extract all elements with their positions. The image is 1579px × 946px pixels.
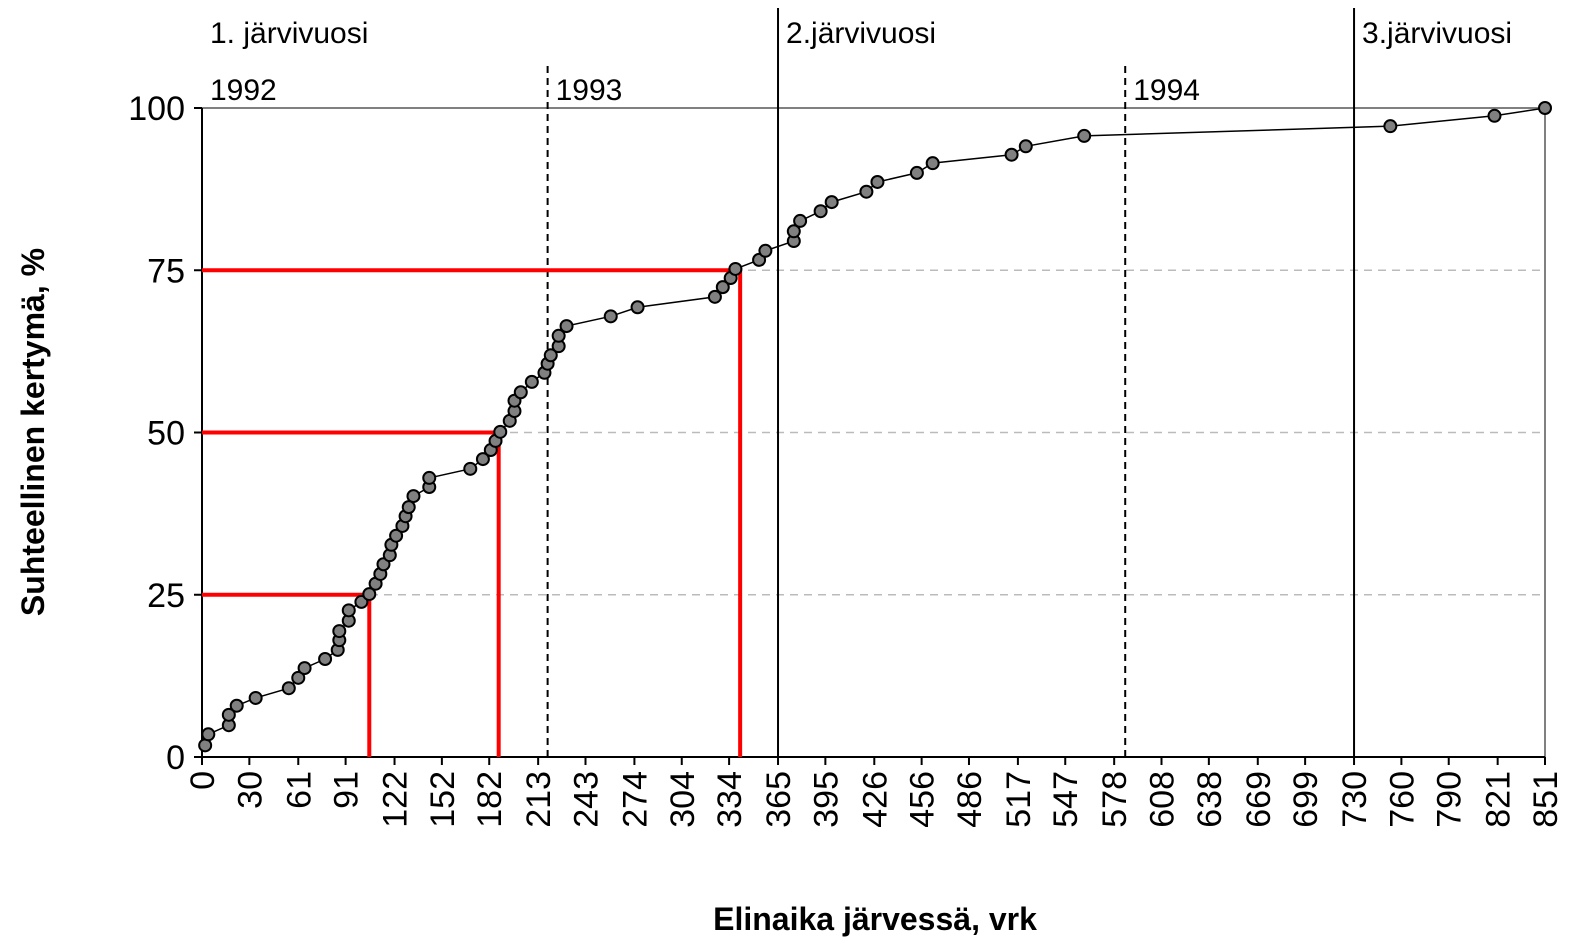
data-point — [463, 461, 478, 476]
x-tick-label: 243 — [567, 771, 605, 828]
data-point — [362, 587, 377, 602]
x-tick-label: 274 — [616, 771, 654, 828]
data-point — [493, 424, 508, 439]
data-point — [332, 624, 347, 639]
x-tick-label: 790 — [1431, 771, 1469, 828]
x-tick-label: 486 — [951, 771, 989, 828]
x-tick-label: 334 — [711, 771, 749, 828]
data-point — [543, 348, 558, 363]
calendar-year-label: 1993 — [556, 74, 623, 107]
x-tick-label: 61 — [280, 771, 318, 809]
data-point — [221, 707, 236, 722]
data-point — [297, 661, 312, 676]
data-point — [715, 280, 730, 295]
data-point — [291, 670, 306, 685]
series-line — [204, 107, 1546, 746]
x-tick-label: 821 — [1480, 771, 1518, 828]
x-tick-label: 608 — [1144, 771, 1182, 828]
data-point — [603, 309, 618, 324]
x-tick-label: 669 — [1240, 771, 1278, 828]
lake-year-label: 1. järvivuosi — [210, 17, 368, 50]
x-tick-label: 0 — [184, 771, 222, 790]
data-point — [870, 174, 885, 189]
data-point — [201, 727, 216, 742]
x-tick-label: 304 — [664, 771, 702, 828]
x-tick-label: 578 — [1096, 771, 1134, 828]
data-point — [341, 603, 356, 618]
data-point — [229, 698, 244, 713]
quartile-line — [202, 268, 743, 757]
y-tick-label: 25 — [147, 577, 185, 615]
y-axis-title: Suhteellinen kertymä, % — [15, 248, 51, 616]
data-point — [524, 374, 539, 389]
data-point — [786, 224, 801, 239]
x-tick-label: 30 — [231, 771, 269, 809]
data-point — [318, 652, 333, 667]
data-point — [281, 681, 296, 696]
x-tick-label: 122 — [377, 771, 415, 828]
x-tick-label: 91 — [328, 771, 366, 809]
y-tick-label: 75 — [147, 252, 185, 290]
data-point — [422, 470, 437, 485]
data-point — [1383, 119, 1398, 134]
data-point — [1487, 108, 1502, 123]
calendar-year-label: 1992 — [210, 74, 277, 107]
data-point — [925, 156, 940, 171]
data-point — [707, 289, 722, 304]
data-point — [793, 213, 808, 228]
x-tick-label: 152 — [424, 771, 462, 828]
data-point — [909, 165, 924, 180]
y-tick-label: 50 — [147, 415, 185, 453]
data-point — [728, 261, 743, 276]
data-point — [475, 452, 490, 467]
x-tick-label: 426 — [856, 771, 894, 828]
data-point — [389, 528, 404, 543]
x-tick-label: 699 — [1287, 771, 1325, 828]
data-point — [513, 385, 528, 400]
data-point — [406, 489, 421, 504]
data-point — [551, 328, 566, 343]
x-tick-label: 730 — [1336, 771, 1374, 828]
x-tick-label: 851 — [1527, 771, 1565, 828]
data-point — [1004, 147, 1019, 162]
calendar-year-label: 1994 — [1133, 74, 1200, 107]
x-tick-label: 182 — [471, 771, 509, 828]
x-tick-label: 365 — [760, 771, 798, 828]
y-tick-label: 100 — [128, 90, 185, 128]
data-point — [758, 243, 773, 258]
x-tick-label: 395 — [807, 771, 845, 828]
data-point — [559, 319, 574, 334]
x-axis-title: Elinaika järvessä, vrk — [713, 901, 1037, 937]
lake-year-label: 2.järvivuosi — [786, 17, 936, 50]
x-tick-label: 760 — [1383, 771, 1421, 828]
data-point — [813, 204, 828, 219]
data-point — [1077, 128, 1092, 143]
x-tick-label: 213 — [520, 771, 558, 828]
x-tick-label: 456 — [904, 771, 942, 828]
y-tick-label: 0 — [166, 739, 185, 777]
x-tick-label: 517 — [1000, 771, 1038, 828]
lake-year-label: 3.järvivuosi — [1362, 17, 1512, 50]
data-point — [630, 300, 645, 315]
data-point — [1538, 101, 1552, 115]
data-point — [824, 195, 839, 210]
x-tick-label: 547 — [1047, 771, 1085, 828]
x-tick-label: 638 — [1191, 771, 1229, 828]
data-point — [248, 690, 263, 705]
data-point — [859, 184, 874, 199]
data-point — [1018, 139, 1033, 154]
